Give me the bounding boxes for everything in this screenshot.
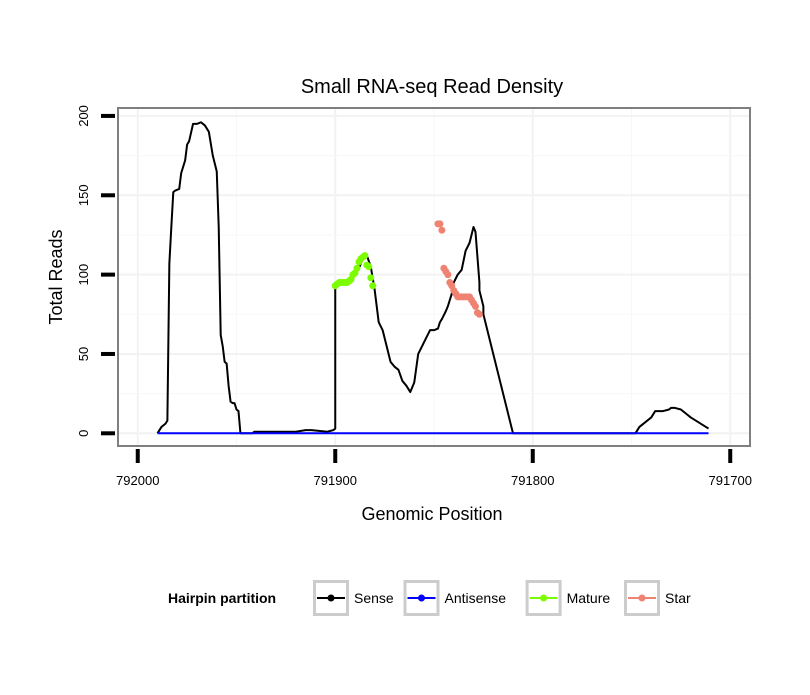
plot-border bbox=[117, 107, 751, 447]
x-tick-label: 791700 bbox=[709, 473, 752, 488]
legend-key-point-antisense bbox=[418, 594, 425, 602]
data-point-star bbox=[471, 302, 479, 310]
data-point-star bbox=[475, 310, 483, 318]
legend-key-point-sense bbox=[327, 594, 335, 602]
legend-label-antisense: Antisense bbox=[445, 590, 507, 606]
chart-title: Small RNA-seq Read Density bbox=[301, 76, 563, 98]
data-point-mature bbox=[369, 282, 377, 290]
legend-label-star: Star bbox=[665, 590, 691, 606]
data-point-star bbox=[438, 226, 446, 234]
data-point-mature bbox=[353, 264, 361, 272]
y-tick-label: 100 bbox=[76, 264, 91, 286]
axis-layer: 792000 791900 791800 791700 0 50 100 150 200 bbox=[76, 105, 752, 488]
legend-entry-mature: Mature bbox=[525, 580, 611, 616]
data-point-star bbox=[436, 220, 444, 228]
x-tick-label: 792000 bbox=[116, 473, 159, 488]
legend-label-mature: Mature bbox=[567, 590, 611, 606]
x-tick-label: 791900 bbox=[314, 473, 357, 488]
legend-entry-antisense: Antisense bbox=[403, 580, 507, 616]
series-points-star bbox=[434, 220, 483, 318]
y-tick-label: 50 bbox=[76, 347, 91, 361]
series-layer bbox=[156, 121, 710, 435]
x-tick-label: 791800 bbox=[511, 473, 554, 488]
y-tick-label: 150 bbox=[76, 184, 91, 206]
legend-entry-star: Star bbox=[624, 580, 691, 616]
y-tick-label: 200 bbox=[76, 105, 91, 127]
legend-key-point-star bbox=[638, 594, 646, 602]
y-tick-label: 0 bbox=[76, 430, 91, 437]
legend: Hairpin partition Sense Antisense Mature Sta… bbox=[168, 580, 691, 616]
data-point-mature bbox=[367, 274, 375, 282]
series-points-mature bbox=[331, 252, 377, 290]
data-point-mature bbox=[365, 263, 373, 271]
data-point-star bbox=[444, 271, 452, 279]
y-axis-label: Total Reads bbox=[46, 229, 66, 324]
legend-label-sense: Sense bbox=[354, 590, 394, 606]
legend-entry-sense: Sense bbox=[313, 580, 394, 616]
data-point-mature bbox=[361, 252, 369, 260]
legend-key-point-mature bbox=[540, 594, 548, 602]
x-axis-label: Genomic Position bbox=[361, 504, 502, 524]
legend-title: Hairpin partition bbox=[168, 590, 276, 606]
